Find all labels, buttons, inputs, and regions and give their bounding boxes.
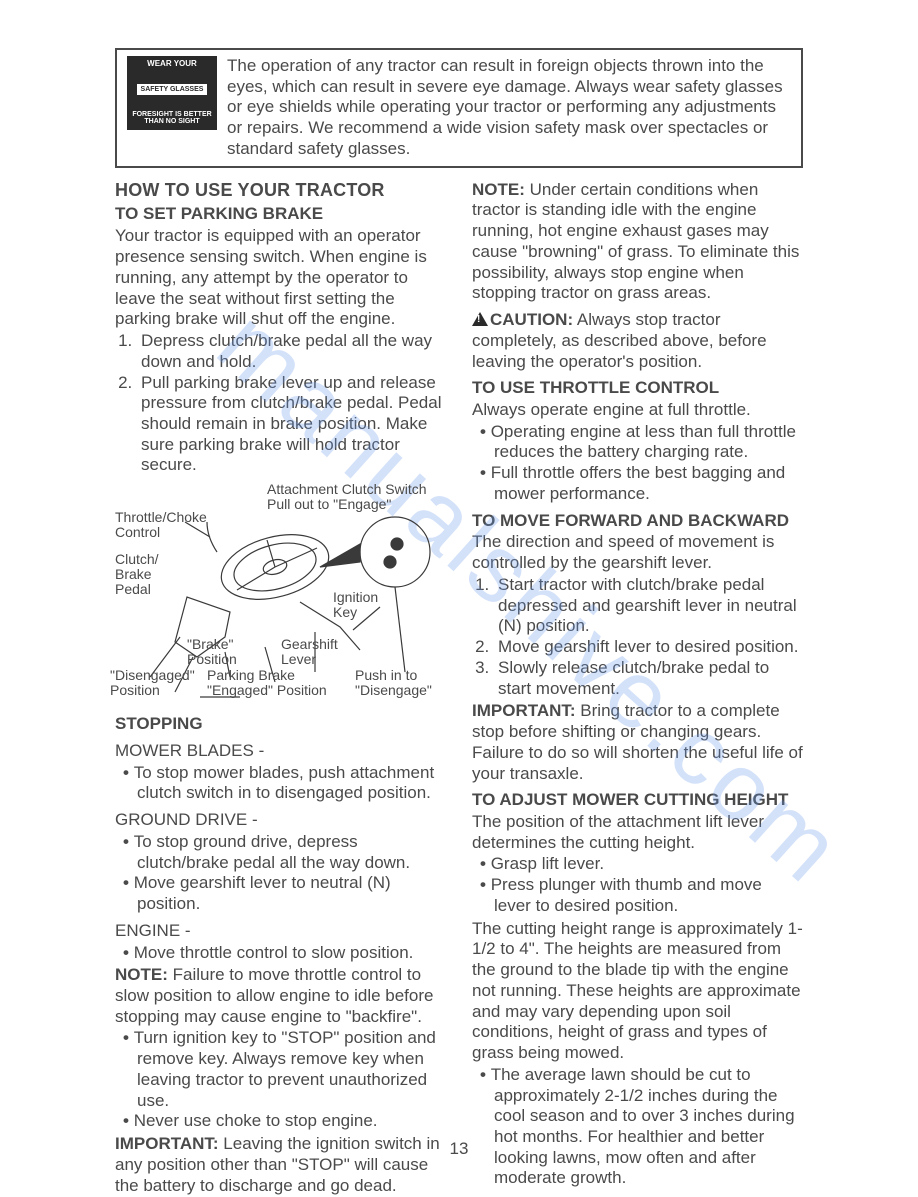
- list-item: Operating engine at less than full throt…: [472, 422, 803, 463]
- list-item: To stop mower blades, push attachment cl…: [115, 763, 446, 804]
- note-text: NOTE: Under certain conditions when trac…: [472, 180, 803, 304]
- list-item: Slowly release clutch/brake pedal to sta…: [494, 658, 803, 699]
- caution-icon: [472, 312, 488, 326]
- list-item: Full throttle offers the best bagging an…: [472, 463, 803, 504]
- sub-heading: GROUND DRIVE -: [115, 810, 446, 831]
- list-item: Press plunger with thumb and move lever …: [472, 875, 803, 916]
- section-heading: HOW TO USE YOUR TRACTOR: [115, 180, 446, 202]
- bullet-list: Grasp lift lever. Press plunger with thu…: [472, 854, 803, 916]
- sub-heading: STOPPING: [115, 714, 446, 735]
- page-number: 13: [0, 1139, 918, 1160]
- note-label: NOTE:: [115, 965, 168, 984]
- bullet-list: The average lawn should be cut to approx…: [472, 1065, 803, 1189]
- diagram-label: "Brake" Position: [187, 637, 247, 666]
- bullet-list: Move throttle control to slow position.: [115, 943, 446, 964]
- badge-top-text: WEAR YOUR: [147, 60, 197, 68]
- diagram-label: Push in to "Disengage": [355, 668, 445, 697]
- diagram-label: Clutch/ Brake Pedal: [115, 552, 170, 596]
- bullet-list: To stop ground drive, depress clutch/bra…: [115, 832, 446, 915]
- list-item: Never use choke to stop engine.: [115, 1111, 446, 1132]
- diagram-label: Parking Brake "Engaged" Position: [207, 668, 347, 697]
- bullet-list: Turn ignition key to "STOP" position and…: [115, 1028, 446, 1132]
- list-item: To stop ground drive, depress clutch/bra…: [115, 832, 446, 873]
- body-text: The cutting height range is approximatel…: [472, 919, 803, 1064]
- caution-text: CAUTION: Always stop tractor completely,…: [472, 310, 803, 372]
- parking-brake-steps: Depress clutch/brake pedal all the way d…: [115, 331, 446, 476]
- diagram-label: Pull out to "Engage": [267, 497, 391, 512]
- important-label: IMPORTANT:: [472, 701, 576, 720]
- important-text: IMPORTANT: Bring tractor to a complete s…: [472, 701, 803, 784]
- caution-label: CAUTION:: [490, 310, 573, 329]
- list-item: Start tractor with clutch/brake pedal de…: [494, 575, 803, 637]
- badge-bottom-text: FORESIGHT IS BETTER THAN NO SIGHT: [130, 111, 214, 126]
- intro-text: The direction and speed of movement is c…: [472, 532, 803, 573]
- warning-text: The operation of any tractor can result …: [227, 56, 791, 160]
- right-column: NOTE: Under certain conditions when trac…: [472, 180, 803, 1197]
- move-steps: Start tractor with clutch/brake pedal de…: [472, 575, 803, 699]
- intro-text: Always operate engine at full throttle.: [472, 400, 803, 421]
- note-label: NOTE:: [472, 180, 525, 199]
- intro-text: Your tractor is equipped with an operato…: [115, 226, 446, 330]
- sub-heading: TO SET PARKING BRAKE: [115, 204, 446, 225]
- bullet-list: Operating engine at less than full throt…: [472, 422, 803, 505]
- list-item: Move gearshift lever to neutral (N) posi…: [115, 873, 446, 914]
- note-text: NOTE: Failure to move throttle control t…: [115, 965, 446, 1027]
- list-item: The average lawn should be cut to approx…: [472, 1065, 803, 1189]
- intro-text: The position of the attachment lift leve…: [472, 812, 803, 853]
- left-column: HOW TO USE YOUR TRACTOR TO SET PARKING B…: [115, 180, 446, 1197]
- sub-heading: MOWER BLADES -: [115, 741, 446, 762]
- content-columns: HOW TO USE YOUR TRACTOR TO SET PARKING B…: [115, 180, 803, 1197]
- diagram-label: "Disengaged" Position: [110, 668, 200, 697]
- warning-box: WEAR YOUR SAFETY GLASSES FORESIGHT IS BE…: [115, 48, 803, 168]
- list-item: Depress clutch/brake pedal all the way d…: [137, 331, 446, 372]
- bullet-list: To stop mower blades, push attachment cl…: [115, 763, 446, 804]
- diagram-label: Throttle/Choke Control: [115, 510, 215, 539]
- diagram-label: Ignition Key: [333, 590, 388, 619]
- list-item: Move throttle control to slow position.: [115, 943, 446, 964]
- list-item: Move gearshift lever to desired position…: [494, 637, 803, 658]
- sub-heading: TO USE THROTTLE CONTROL: [472, 378, 803, 399]
- tractor-diagram: Attachment Clutch Switch Pull out to "En…: [115, 482, 446, 708]
- list-item: Turn ignition key to "STOP" position and…: [115, 1028, 446, 1111]
- sub-heading: TO ADJUST MOWER CUTTING HEIGHT: [472, 790, 803, 811]
- diagram-label: Gearshift Lever: [281, 637, 346, 666]
- list-item: Grasp lift lever.: [472, 854, 803, 875]
- diagram-label: Attachment Clutch Switch: [267, 482, 427, 497]
- list-item: Pull parking brake lever up and release …: [137, 373, 446, 477]
- sub-heading: TO MOVE FORWARD AND BACKWARD: [472, 511, 803, 532]
- badge-mid-text: SAFETY GLASSES: [136, 83, 209, 96]
- sub-heading: ENGINE -: [115, 921, 446, 942]
- safety-glasses-badge: WEAR YOUR SAFETY GLASSES FORESIGHT IS BE…: [127, 56, 217, 130]
